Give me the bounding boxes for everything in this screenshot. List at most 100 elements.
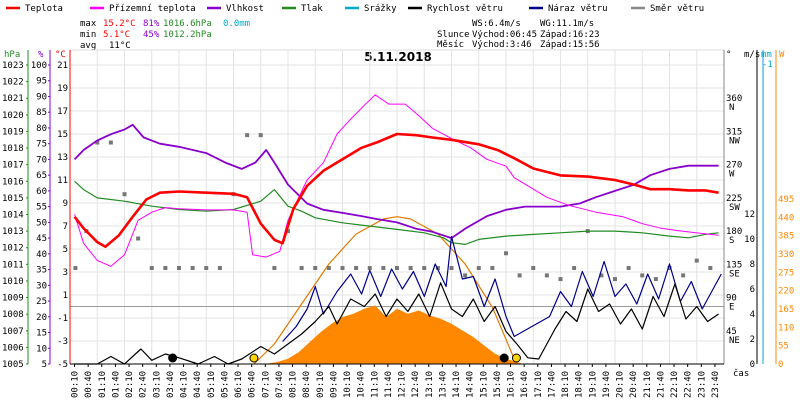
hpa-tick-label: 1013	[2, 227, 24, 237]
hpa-tick-label: 1020	[2, 111, 24, 121]
x-tick-label: 15:40	[493, 371, 503, 398]
degc-tick-label: 1	[63, 291, 68, 301]
dir-tick-label: 360	[726, 94, 742, 104]
degc-tick-label: -1	[57, 314, 68, 324]
wind-direction-point	[667, 266, 672, 271]
temperature-line	[73, 132, 719, 248]
moon-rise: Východ:3:46	[472, 40, 532, 50]
hpa-tick-label: 1023	[2, 61, 24, 71]
wind-direction-point	[122, 192, 127, 197]
legend-label: Vlhkost	[226, 4, 264, 14]
wind-direction-point	[313, 266, 318, 271]
wind-direction-point	[708, 266, 713, 271]
x-tick-label: 15:10	[479, 371, 489, 398]
x-tick-label: 14:40	[466, 371, 476, 398]
degc-tick-label: 11	[57, 176, 68, 186]
moonrise-marker	[168, 353, 178, 363]
pct-axis-title: %	[38, 50, 44, 60]
wind-direction-point	[286, 229, 290, 234]
stat-min-temp: 5.1°C	[103, 30, 130, 40]
wind-direction-point	[408, 266, 413, 271]
x-tick-label: 03:40	[166, 371, 176, 398]
wind-direction-point	[136, 236, 141, 241]
wind-direction-point	[694, 258, 699, 263]
w-tick-label: 495	[778, 195, 794, 205]
pct-tick-label: 50	[36, 218, 47, 228]
x-tick-label: 23:10	[697, 371, 707, 398]
plot-area	[73, 94, 722, 365]
ms-tick-label: 4	[750, 310, 755, 320]
x-tick-label: 13:10	[425, 371, 435, 398]
hpa-axis-title: hPa	[4, 50, 20, 60]
degc-tick-label: 17	[57, 107, 68, 117]
pct-tick-label: 85	[36, 108, 47, 118]
wind-direction-point	[435, 266, 440, 271]
wind-direction-point	[108, 140, 113, 145]
wind-direction-point	[422, 266, 427, 271]
hpa-tick-label: 1016	[2, 177, 24, 187]
degc-tick-label: 21	[57, 61, 68, 71]
ms-tick-label: 2	[750, 335, 755, 345]
wind-direction-point	[463, 273, 468, 278]
x-tick-label: 19:10	[588, 371, 598, 398]
ground-temperature-line	[74, 94, 719, 267]
wind-direction-point	[381, 266, 386, 271]
x-tick-label: 06:40	[248, 371, 258, 398]
x-tick-label: 02:10	[125, 371, 135, 398]
dir-letter-label: SW	[729, 203, 740, 213]
wind-direction-point	[395, 266, 399, 271]
w-tick-label: 330	[778, 250, 794, 260]
x-tick-label: 18:40	[575, 371, 585, 398]
sunrise-marker	[249, 353, 259, 363]
wind-direction-point	[476, 266, 481, 271]
wind-gust-stat: WG:11.1m/s	[540, 19, 594, 29]
x-axis-title: čas	[733, 368, 749, 379]
x-tick-label: 03:10	[152, 371, 162, 398]
hpa-tick-label: 1022	[2, 78, 24, 88]
stat-min-label: min	[80, 30, 96, 40]
legend-label: Přízemní teplota	[109, 4, 196, 14]
pct-tick-label: 80	[36, 124, 47, 134]
dir-letter-label: NE	[729, 336, 740, 346]
w-tick-label: 110	[778, 323, 794, 333]
w-axis-title: W	[779, 50, 785, 60]
legend-label: Rychlost větru	[427, 4, 503, 14]
axes: hPa1005100610071008100910101011101210131…	[2, 50, 794, 370]
w-tick-label: 440	[778, 213, 794, 223]
hpa-tick-label: 1012	[2, 244, 24, 254]
x-tick-label: 00:10	[71, 371, 81, 398]
wind-direction-point	[299, 266, 304, 271]
x-tick-label: 08:10	[289, 371, 299, 398]
dir-letter-label: W	[729, 170, 735, 180]
x-tick-label: 10:40	[357, 371, 367, 398]
sun-set: Západ:16:23	[540, 30, 600, 40]
wind-direction-point	[681, 273, 686, 278]
sun-rise: Východ:06:45	[472, 30, 537, 40]
x-tick-label: 22:10	[670, 371, 680, 398]
dir-tick-label: 225	[726, 194, 742, 204]
w-tick-label: 0	[778, 360, 783, 370]
degc-tick-label: 5	[63, 245, 68, 255]
stat-min-press: 1012.2hPa	[163, 30, 212, 40]
x-tick-label: 20:10	[616, 371, 626, 398]
pct-tick-label: 10	[36, 344, 47, 354]
wind-direction-point	[653, 277, 658, 282]
x-tick-label: 00:40	[84, 371, 94, 398]
w-tick-label: 220	[778, 287, 794, 297]
wind-direction-point	[354, 266, 359, 271]
hpa-tick-label: 1019	[2, 127, 24, 137]
dir-tick-label: 90	[726, 294, 737, 304]
wind-direction-point	[599, 273, 604, 278]
pct-tick-label: 100	[31, 61, 47, 71]
wind-direction-point	[95, 140, 100, 145]
hpa-tick-label: 1006	[2, 343, 24, 353]
x-axis: 00:10 00:40 01:10 01:40 02:10 02:40 03:10 03:40…	[70, 363, 749, 398]
hpa-tick-label: 1015	[2, 194, 24, 204]
legend-label: Teplota	[25, 4, 63, 14]
degc-tick-label: -5	[57, 360, 68, 370]
ms-tick-label: 6	[750, 285, 755, 295]
degc-tick-label: -3	[57, 337, 68, 347]
stat-max-rain: 0.0mm	[223, 19, 250, 29]
wind-direction-point	[217, 266, 222, 271]
